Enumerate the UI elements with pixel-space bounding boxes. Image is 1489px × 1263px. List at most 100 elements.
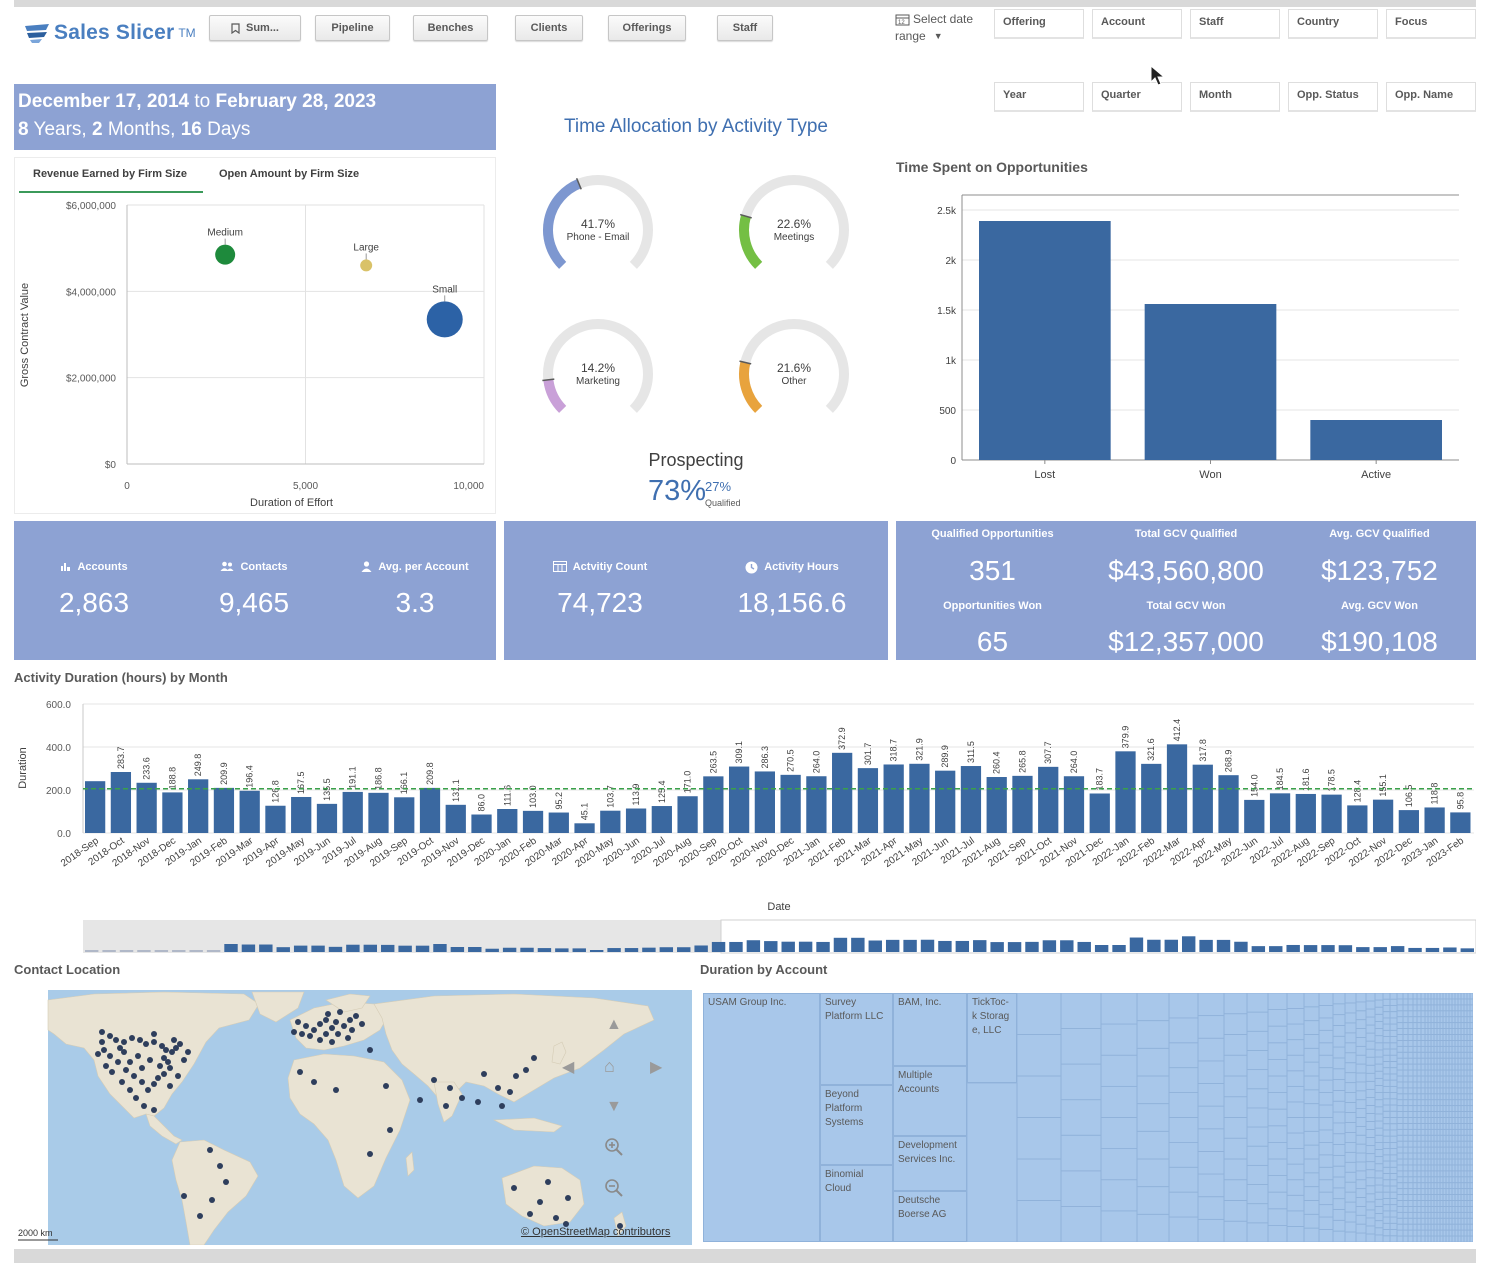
pan-right-icon[interactable]: ▶ bbox=[650, 1059, 663, 1076]
treemap-small-cell bbox=[1407, 1022, 1414, 1029]
activity-duration-monthly-chart[interactable]: 0.0200.0400.0600.0Duration2018-Sep283.72… bbox=[14, 690, 1476, 915]
tab-revenue-earned[interactable]: Revenue Earned by Firm Size bbox=[33, 168, 188, 180]
treemap-small-cell bbox=[1344, 1112, 1357, 1123]
gauge-pct: 41.7% bbox=[581, 217, 615, 231]
treemap-small-cell bbox=[1466, 998, 1471, 1006]
treemap-small-cells[interactable] bbox=[967, 993, 1473, 1242]
treemap-small-cell bbox=[1433, 1128, 1438, 1136]
map-contact-dot bbox=[157, 1063, 163, 1069]
scrubber-bar bbox=[1112, 945, 1126, 952]
monthly-bar bbox=[625, 808, 647, 833]
treemap-small-cell bbox=[1445, 1045, 1450, 1053]
treemap-cell[interactable]: Multiple Accounts bbox=[893, 1066, 967, 1136]
time-spent-opportunities-chart[interactable]: Time Spent on Opportunities05001k1.5k2k2… bbox=[896, 155, 1476, 485]
treemap-small-cell bbox=[1436, 1235, 1441, 1242]
scrubber-bar bbox=[102, 950, 116, 952]
zoom-in-icon[interactable] bbox=[604, 1137, 624, 1157]
filter-opp-name[interactable]: Opp. Name bbox=[1386, 82, 1476, 112]
filter-country[interactable]: Country bbox=[1288, 9, 1378, 39]
pan-left-icon[interactable]: ◀ bbox=[562, 1059, 575, 1076]
tab-open-amount[interactable]: Open Amount by Firm Size bbox=[219, 168, 360, 180]
clients-button[interactable]: Clients bbox=[515, 15, 583, 41]
treemap-small-cell bbox=[1416, 1034, 1422, 1041]
home-icon[interactable]: ⌂ bbox=[604, 1056, 615, 1076]
duration-by-account-treemap[interactable]: USAM Group Inc. Survey Platform LLC Beyo… bbox=[703, 993, 1473, 1242]
filter-focus[interactable]: Focus bbox=[1386, 9, 1476, 39]
treemap-small-cell bbox=[1460, 1146, 1465, 1154]
treemap-small-cell bbox=[1420, 1075, 1426, 1083]
filter-opp-status[interactable]: Opp. Status bbox=[1288, 82, 1378, 112]
filter-year[interactable]: Year bbox=[994, 82, 1084, 112]
treemap-small-cell bbox=[1267, 1224, 1288, 1242]
range-scrubber-minichart[interactable] bbox=[83, 918, 1476, 954]
treemap-cell[interactable]: Development Services Inc. bbox=[893, 1136, 967, 1191]
treemap-cell[interactable]: Deutsche Boerse AG bbox=[893, 1191, 967, 1242]
x-tick-label: 0 bbox=[124, 481, 130, 492]
map-attribution-link[interactable]: © OpenStreetMap contributors bbox=[521, 1226, 671, 1238]
qualified-label: Qualified bbox=[705, 498, 741, 508]
monthly-bar-label: 263.5 bbox=[708, 751, 718, 774]
monthly-bar-label: 186.8 bbox=[373, 767, 383, 790]
filter-quarter[interactable]: Quarter bbox=[1092, 82, 1182, 112]
pan-up-icon[interactable]: ▲ bbox=[606, 1016, 622, 1033]
filter-account[interactable]: Account bbox=[1092, 9, 1182, 39]
treemap-small-cell bbox=[1448, 1004, 1453, 1012]
treemap-small-cell bbox=[1466, 1206, 1471, 1213]
contact-location-map[interactable]: 2000 km © OpenStreetMap contributors ▲ ◀… bbox=[14, 990, 692, 1245]
filter-month[interactable]: Month bbox=[1190, 82, 1280, 112]
treemap-small-cell bbox=[1439, 1105, 1444, 1112]
filter-staff[interactable]: Staff bbox=[1190, 9, 1280, 39]
treemap-small-cell bbox=[1469, 1140, 1473, 1148]
treemap-small-cell bbox=[1463, 1200, 1468, 1207]
summary-sheet-button[interactable]: Sum... bbox=[209, 15, 301, 41]
date-range-selector[interactable]: 12 Select date range ▼ bbox=[895, 11, 973, 45]
monthly-x-title: Date bbox=[767, 901, 790, 913]
prospecting-label: Prospecting bbox=[648, 450, 744, 470]
treemap-cell[interactable]: TickToc-k Storage, LLC bbox=[967, 993, 1017, 1083]
map-contact-dot bbox=[209, 1197, 215, 1203]
map-contact-dot bbox=[109, 1069, 115, 1075]
monthly-bar-label: 264.0 bbox=[1069, 751, 1079, 774]
treemap-small-cell bbox=[1016, 1034, 1062, 1077]
treemap-cell[interactable]: Survey Platform LLC bbox=[820, 993, 893, 1085]
pan-down-icon[interactable]: ▼ bbox=[606, 1098, 622, 1115]
treemap-small-cell bbox=[1389, 1110, 1398, 1118]
treemap-small-cell bbox=[1451, 1051, 1456, 1059]
zoom-out-icon[interactable] bbox=[604, 1178, 624, 1198]
treemap-small-cell bbox=[1344, 1221, 1357, 1233]
treemap-small-cell bbox=[1451, 1004, 1456, 1012]
staff-button[interactable]: Staff bbox=[717, 15, 773, 41]
offerings-button[interactable]: Offerings bbox=[608, 15, 686, 41]
pipeline-button[interactable]: Pipeline bbox=[315, 15, 390, 41]
benches-button[interactable]: Benches bbox=[413, 15, 488, 41]
time-allocation-gauges[interactable]: 41.7%Phone - Email22.6%Meetings14.2%Mark… bbox=[500, 160, 892, 440]
treemap-small-cell bbox=[1445, 1170, 1450, 1178]
treemap-small-cell bbox=[1407, 1211, 1414, 1219]
treemap-small-cell bbox=[1430, 1235, 1435, 1242]
treemap-small-cell bbox=[1445, 1087, 1450, 1095]
treemap-small-cell bbox=[1463, 1004, 1468, 1012]
treemap-cell[interactable]: Binomial Cloud bbox=[820, 1165, 893, 1242]
treemap-small-cell bbox=[1365, 1064, 1376, 1074]
treemap-small-cell bbox=[1416, 1235, 1422, 1242]
treemap-cell[interactable]: BAM, Inc. bbox=[893, 993, 967, 1066]
monthly-bar bbox=[265, 805, 286, 833]
treemap-small-cell bbox=[1407, 1105, 1414, 1112]
monthly-bar bbox=[909, 763, 930, 833]
treemap-small-cell bbox=[1439, 1223, 1444, 1231]
treemap-small-cell bbox=[1286, 1039, 1305, 1056]
world-map[interactable] bbox=[14, 990, 692, 1245]
treemap-cell[interactable]: USAM Group Inc. bbox=[703, 993, 820, 1242]
treemap-small-cell bbox=[1396, 1069, 1404, 1077]
map-contact-dot bbox=[417, 1097, 423, 1103]
treemap-small-cell bbox=[1374, 1042, 1384, 1051]
kpi-accounts-panel: Accounts 2,863 Contacts 9,465 Avg. per A… bbox=[14, 521, 496, 660]
filter-offering[interactable]: Offering bbox=[994, 9, 1084, 39]
gauge-label: Marketing bbox=[576, 376, 620, 387]
treemap-small-cell bbox=[1430, 1194, 1435, 1201]
treemap-cell[interactable]: Beyond Platform Systems bbox=[820, 1085, 893, 1165]
treemap-small-cell bbox=[1286, 1194, 1305, 1212]
treemap-small-cell bbox=[1267, 1175, 1288, 1193]
scrubber-bar bbox=[677, 947, 691, 952]
